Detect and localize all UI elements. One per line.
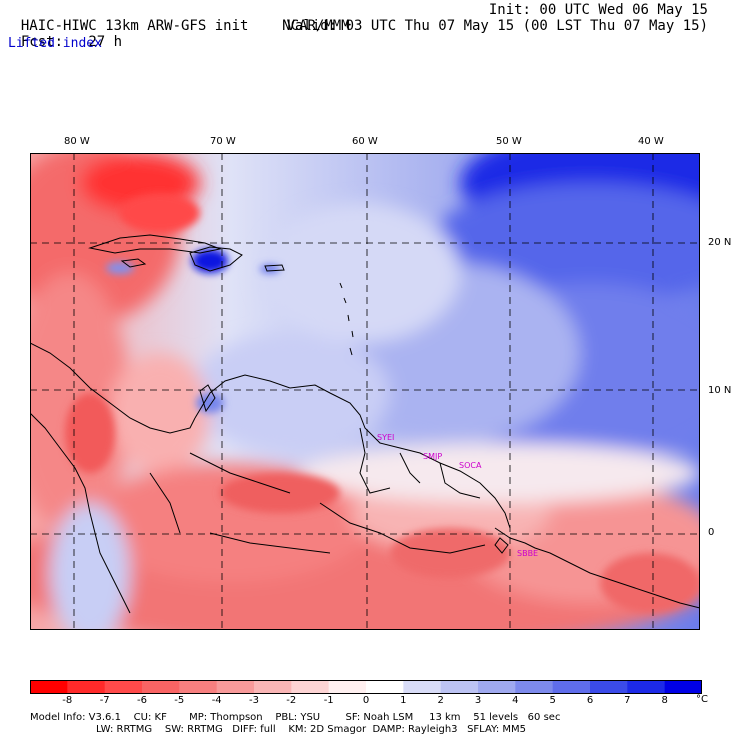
colorbar-tick-label: 0 — [362, 695, 370, 706]
colorbar-swatch — [291, 680, 330, 694]
colorbar-swatch — [440, 680, 479, 694]
colorbar-unit: °C — [696, 694, 708, 705]
colorbar-swatch — [552, 680, 591, 694]
lon-label-70w: 70 W — [210, 136, 236, 147]
colorbar-tick-label: -7 — [99, 695, 110, 706]
lon-label-80w: 80 W — [64, 136, 90, 147]
colorbar-swatch — [104, 680, 143, 694]
colorbar-swatch — [30, 680, 68, 694]
colorbar-tick-label: -5 — [174, 695, 185, 706]
field-name: Lifted index — [8, 36, 102, 51]
colorbar-tick-label: 3 — [474, 695, 482, 706]
lon-label-50w: 50 W — [496, 136, 522, 147]
field-shading — [30, 153, 700, 630]
colorbar — [30, 680, 702, 694]
colorbar-swatch — [216, 680, 255, 694]
station-label-syei: SYEI — [377, 433, 394, 442]
colorbar-swatch — [328, 680, 367, 694]
colorbar-swatch — [403, 680, 442, 694]
colorbar-tick-label: 2 — [437, 695, 444, 706]
model-info-line1: Model Info: V3.6.1 CU: KF MP: Thompson P… — [30, 712, 561, 723]
lat-label-10n: 10 N — [708, 385, 732, 396]
colorbar-tick-label: 4 — [512, 695, 519, 706]
forecast-hour: Fcst: 27 h — [20, 34, 123, 50]
colorbar-tick-label: 8 — [661, 695, 668, 706]
colorbar-tick-label: -3 — [249, 695, 259, 706]
colorbar-tick-label: 1 — [400, 695, 407, 706]
lon-label-60w: 60 W — [352, 136, 378, 147]
lon-label-40w: 40 W — [638, 136, 664, 147]
colorbar-swatch — [142, 680, 180, 694]
map-frame — [30, 153, 700, 630]
station-label-sbbe: SBBE — [517, 549, 538, 558]
station-label-soca: SOCA — [459, 461, 482, 470]
colorbar-swatch — [590, 680, 628, 694]
model-info-line2: LW: RRTMG SW: RRTMG DIFF: full KM: 2D Sm… — [96, 724, 526, 735]
colorbar-swatch — [515, 680, 554, 694]
init-time: Init: 00 UTC Wed 06 May 15 — [488, 2, 708, 18]
colorbar-swatch — [478, 680, 516, 694]
lat-lon-grid — [30, 153, 700, 630]
colorbar-tick-label: -1 — [323, 695, 334, 706]
colorbar-frame — [30, 680, 702, 694]
lifted-index-map: SYEI SMJP SOCA SBBE — [30, 153, 700, 630]
colorbar-swatch — [366, 680, 404, 694]
colorbar-swatch — [664, 680, 702, 694]
colorbar-tick-label: 6 — [586, 695, 594, 706]
colorbar-swatch — [627, 680, 666, 694]
coastlines — [30, 234, 700, 614]
lat-label-eq: 0 — [708, 527, 715, 538]
colorbar-tick-label: -4 — [211, 695, 222, 706]
station-label-smjp: SMJP — [423, 452, 442, 461]
colorbar-swatch — [179, 680, 218, 694]
model-title: HAIC-HIWC 13km ARW-GFS init NCAR/MMM — [20, 18, 350, 34]
colorbar-swatch — [67, 680, 106, 694]
colorbar-tick-label: 7 — [624, 695, 631, 706]
colorbar-tick-label: -8 — [62, 695, 73, 706]
colorbar-tick-label: -6 — [137, 695, 147, 706]
colorbar-tick-label: -2 — [286, 695, 297, 706]
valid-time: Valid: 03 UTC Thu 07 May 15 (00 LST Thu … — [286, 18, 708, 34]
colorbar-tick-label: 5 — [549, 695, 556, 706]
colorbar-swatch — [254, 680, 292, 694]
lat-label-20n: 20 N — [708, 237, 732, 248]
